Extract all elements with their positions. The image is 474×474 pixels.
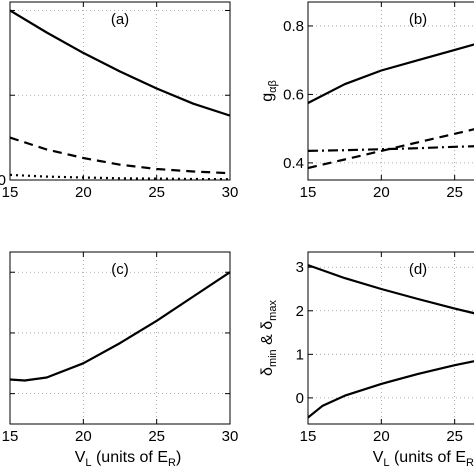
series-line-1 xyxy=(308,264,474,315)
series-line-1 xyxy=(10,9,230,117)
panel-label: (d) xyxy=(409,261,427,278)
series-line-1 xyxy=(10,271,230,382)
x-tick-label: 15 xyxy=(300,428,317,445)
panel-c: 15 20 25 30 (c) VL (units of ER) xyxy=(2,251,239,469)
x-tick-label: 15 xyxy=(2,184,19,201)
y-tick-label: 1 xyxy=(296,346,304,363)
axes-frame xyxy=(9,251,231,425)
y-tick-label: 0.4 xyxy=(283,155,304,172)
panel-d: 15 20 25 0 1 2 3 (d) VL (units of ER) δmin & δmax xyxy=(259,251,474,469)
y-axis-label: gαβ xyxy=(259,80,279,102)
x-axis-label: VL (units of ER) xyxy=(373,449,474,469)
y-tick-label: 3 xyxy=(296,259,304,276)
panel-a: 15 20 25 30 0 (a) xyxy=(0,1,239,201)
y-axis-label: δmin & δmax xyxy=(259,300,279,376)
x-tick-label: 20 xyxy=(75,184,92,201)
x-tick-label: 30 xyxy=(222,428,239,445)
panel-b: 15 20 25 0.4 0.6 0.8 (b) gαβ xyxy=(259,1,474,201)
y-tick-label: 0.8 xyxy=(283,18,304,35)
panel-label: (c) xyxy=(111,261,129,278)
x-tick-label: 20 xyxy=(373,184,390,201)
y-tick-label: 0 xyxy=(296,390,304,407)
x-tick-label: 20 xyxy=(75,428,92,445)
axes-frame xyxy=(307,251,474,425)
panel-label: (b) xyxy=(409,11,427,28)
x-tick-label: 20 xyxy=(373,428,390,445)
x-axis-label: VL (units of ER) xyxy=(75,449,182,469)
x-tick-label: 30 xyxy=(222,184,239,201)
series-line-3 xyxy=(10,173,230,180)
y-tick-label: 2 xyxy=(296,303,304,320)
series-line-3 xyxy=(308,145,474,152)
panel-label: (a) xyxy=(111,11,129,28)
series-line-1 xyxy=(308,43,474,104)
x-tick-label: 15 xyxy=(300,184,317,201)
series-line-2 xyxy=(308,128,474,170)
axes-frame xyxy=(307,1,474,181)
series-line-2 xyxy=(10,136,230,175)
x-tick-label: 25 xyxy=(148,428,165,445)
series-line-2 xyxy=(308,360,474,419)
y-tick-label: 0.6 xyxy=(283,86,304,103)
x-tick-label: 25 xyxy=(446,184,463,201)
x-tick-label: 15 xyxy=(2,428,19,445)
axes-frame xyxy=(9,1,231,181)
x-tick-label: 25 xyxy=(446,428,463,445)
y-tick-label: 0 xyxy=(0,172,6,189)
x-tick-label: 25 xyxy=(148,184,165,201)
